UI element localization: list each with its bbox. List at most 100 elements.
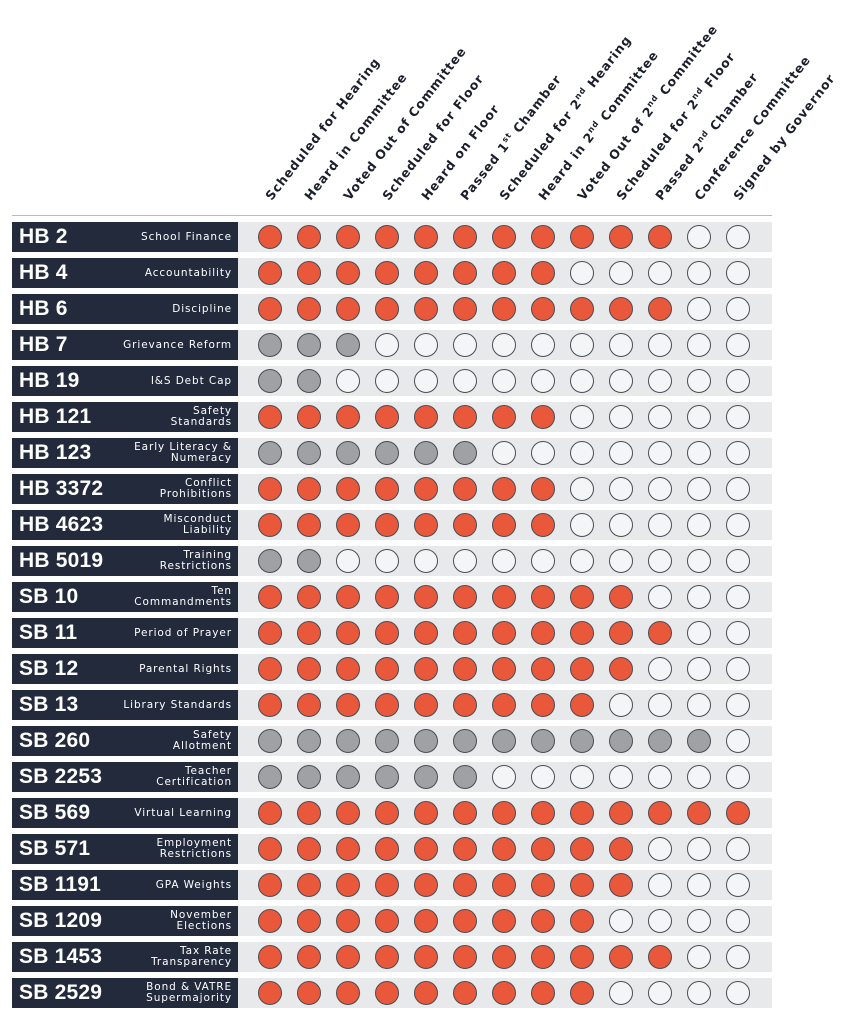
- stage-dot-pending: [726, 333, 750, 357]
- bill-row: HB 4 Accountability: [12, 258, 772, 288]
- stage-dot-pending: [687, 405, 711, 429]
- stage-dot-pending: [687, 621, 711, 645]
- stage-dot-done: [375, 225, 399, 249]
- stage-dot-pending: [648, 549, 672, 573]
- stage-dot-pending: [726, 297, 750, 321]
- stage-dot-done: [453, 585, 477, 609]
- stage-dot-pending: [687, 765, 711, 789]
- stage-dot-done: [570, 657, 594, 681]
- bill-label: SB 11 Period of Prayer: [12, 618, 238, 648]
- stage-dot-done: [453, 981, 477, 1005]
- stage-dot-done: [531, 801, 555, 825]
- stage-dot-pending: [648, 585, 672, 609]
- stage-dot-pending: [726, 873, 750, 897]
- progress-track: [238, 330, 772, 360]
- bill-row: SB 260 Safety Allotment: [12, 726, 772, 756]
- stage-dot-done: [414, 657, 438, 681]
- stage-dot-stalled: [375, 441, 399, 465]
- stage-dot-stalled: [258, 369, 282, 393]
- bill-row: HB 121 Safety Standards: [12, 402, 772, 432]
- stage-dot-stalled: [375, 729, 399, 753]
- bill-name: Employment Restrictions: [156, 837, 232, 860]
- stage-dot-pending: [609, 441, 633, 465]
- stage-dot-stalled: [297, 729, 321, 753]
- stage-dot-pending: [609, 261, 633, 285]
- stage-dot-stalled: [297, 333, 321, 357]
- stage-dot-done: [453, 621, 477, 645]
- bill-row: HB 5019 Training Restrictions: [12, 546, 772, 576]
- stage-dot-done: [258, 981, 282, 1005]
- stage-dot-pending: [414, 549, 438, 573]
- stage-dot-pending: [726, 945, 750, 969]
- stage-dot-pending: [609, 765, 633, 789]
- bill-row: SB 569 Virtual Learning: [12, 798, 772, 828]
- stage-dot-done: [453, 405, 477, 429]
- stage-dot-done: [570, 621, 594, 645]
- stage-dot-pending: [726, 621, 750, 645]
- stage-dot-done: [375, 873, 399, 897]
- stage-dot-done: [609, 801, 633, 825]
- bill-row: SB 2253 Teacher Certification: [12, 762, 772, 792]
- stage-dot-done: [492, 657, 516, 681]
- stage-dot-stalled: [297, 549, 321, 573]
- bill-label: HB 123 Early Literacy & Numeracy: [12, 438, 238, 468]
- stage-dot-done: [453, 297, 477, 321]
- stage-dot-done: [492, 297, 516, 321]
- bill-name: I&S Debt Cap: [150, 374, 232, 387]
- bill-id: HB 5019: [19, 549, 104, 572]
- bill-id: HB 121: [19, 405, 92, 428]
- stage-dot-pending: [609, 549, 633, 573]
- stage-dot-done: [336, 837, 360, 861]
- progress-track: [238, 546, 772, 576]
- stage-dot-pending: [687, 909, 711, 933]
- bill-id: SB 11: [19, 621, 78, 644]
- stage-dot-done: [297, 873, 321, 897]
- progress-track: [238, 618, 772, 648]
- stage-dot-stalled: [258, 441, 282, 465]
- stage-dot-done: [375, 405, 399, 429]
- bill-name: Virtual Learning: [134, 806, 232, 819]
- stage-dot-done: [258, 909, 282, 933]
- bill-id: SB 2529: [19, 981, 103, 1004]
- stage-dot-done: [492, 873, 516, 897]
- progress-track: [238, 294, 772, 324]
- stage-dot-done: [492, 621, 516, 645]
- stage-dot-done: [375, 909, 399, 933]
- stage-dot-done: [531, 945, 555, 969]
- stage-dot-stalled: [453, 729, 477, 753]
- stage-dot-done: [414, 873, 438, 897]
- stage-dot-done: [531, 225, 555, 249]
- stage-dot-done: [648, 945, 672, 969]
- stage-dot-done: [414, 225, 438, 249]
- stage-dot-pending: [648, 981, 672, 1005]
- bill-label: SB 2253 Teacher Certification: [12, 762, 238, 792]
- bill-label: HB 121 Safety Standards: [12, 402, 238, 432]
- bill-id: HB 6: [19, 297, 68, 320]
- progress-track: [238, 582, 772, 612]
- stage-dot-stalled: [336, 729, 360, 753]
- bill-name: Period of Prayer: [134, 626, 232, 639]
- stage-dot-done: [297, 945, 321, 969]
- stage-dot-pending: [687, 693, 711, 717]
- stage-dot-done: [414, 477, 438, 501]
- stage-dot-pending: [492, 441, 516, 465]
- stage-dot-done: [336, 873, 360, 897]
- stage-dot-pending: [609, 693, 633, 717]
- stage-dot-done: [258, 621, 282, 645]
- stage-dot-pending: [687, 333, 711, 357]
- stage-dot-pending: [414, 369, 438, 393]
- bill-id: HB 3372: [19, 477, 104, 500]
- bill-id: HB 4623: [19, 513, 104, 536]
- stage-dot-done: [336, 297, 360, 321]
- stage-dot-done: [492, 801, 516, 825]
- stage-dot-pending: [687, 837, 711, 861]
- stage-dot-pending: [726, 837, 750, 861]
- stage-dot-stalled: [453, 441, 477, 465]
- stage-dot-done: [531, 297, 555, 321]
- stage-dot-done: [258, 837, 282, 861]
- stage-dot-pending: [687, 513, 711, 537]
- bill-name: Accountability: [144, 266, 232, 279]
- bill-label: SB 10 Ten Commandments: [12, 582, 238, 612]
- stage-dot-done: [258, 585, 282, 609]
- bill-id: SB 571: [19, 837, 91, 860]
